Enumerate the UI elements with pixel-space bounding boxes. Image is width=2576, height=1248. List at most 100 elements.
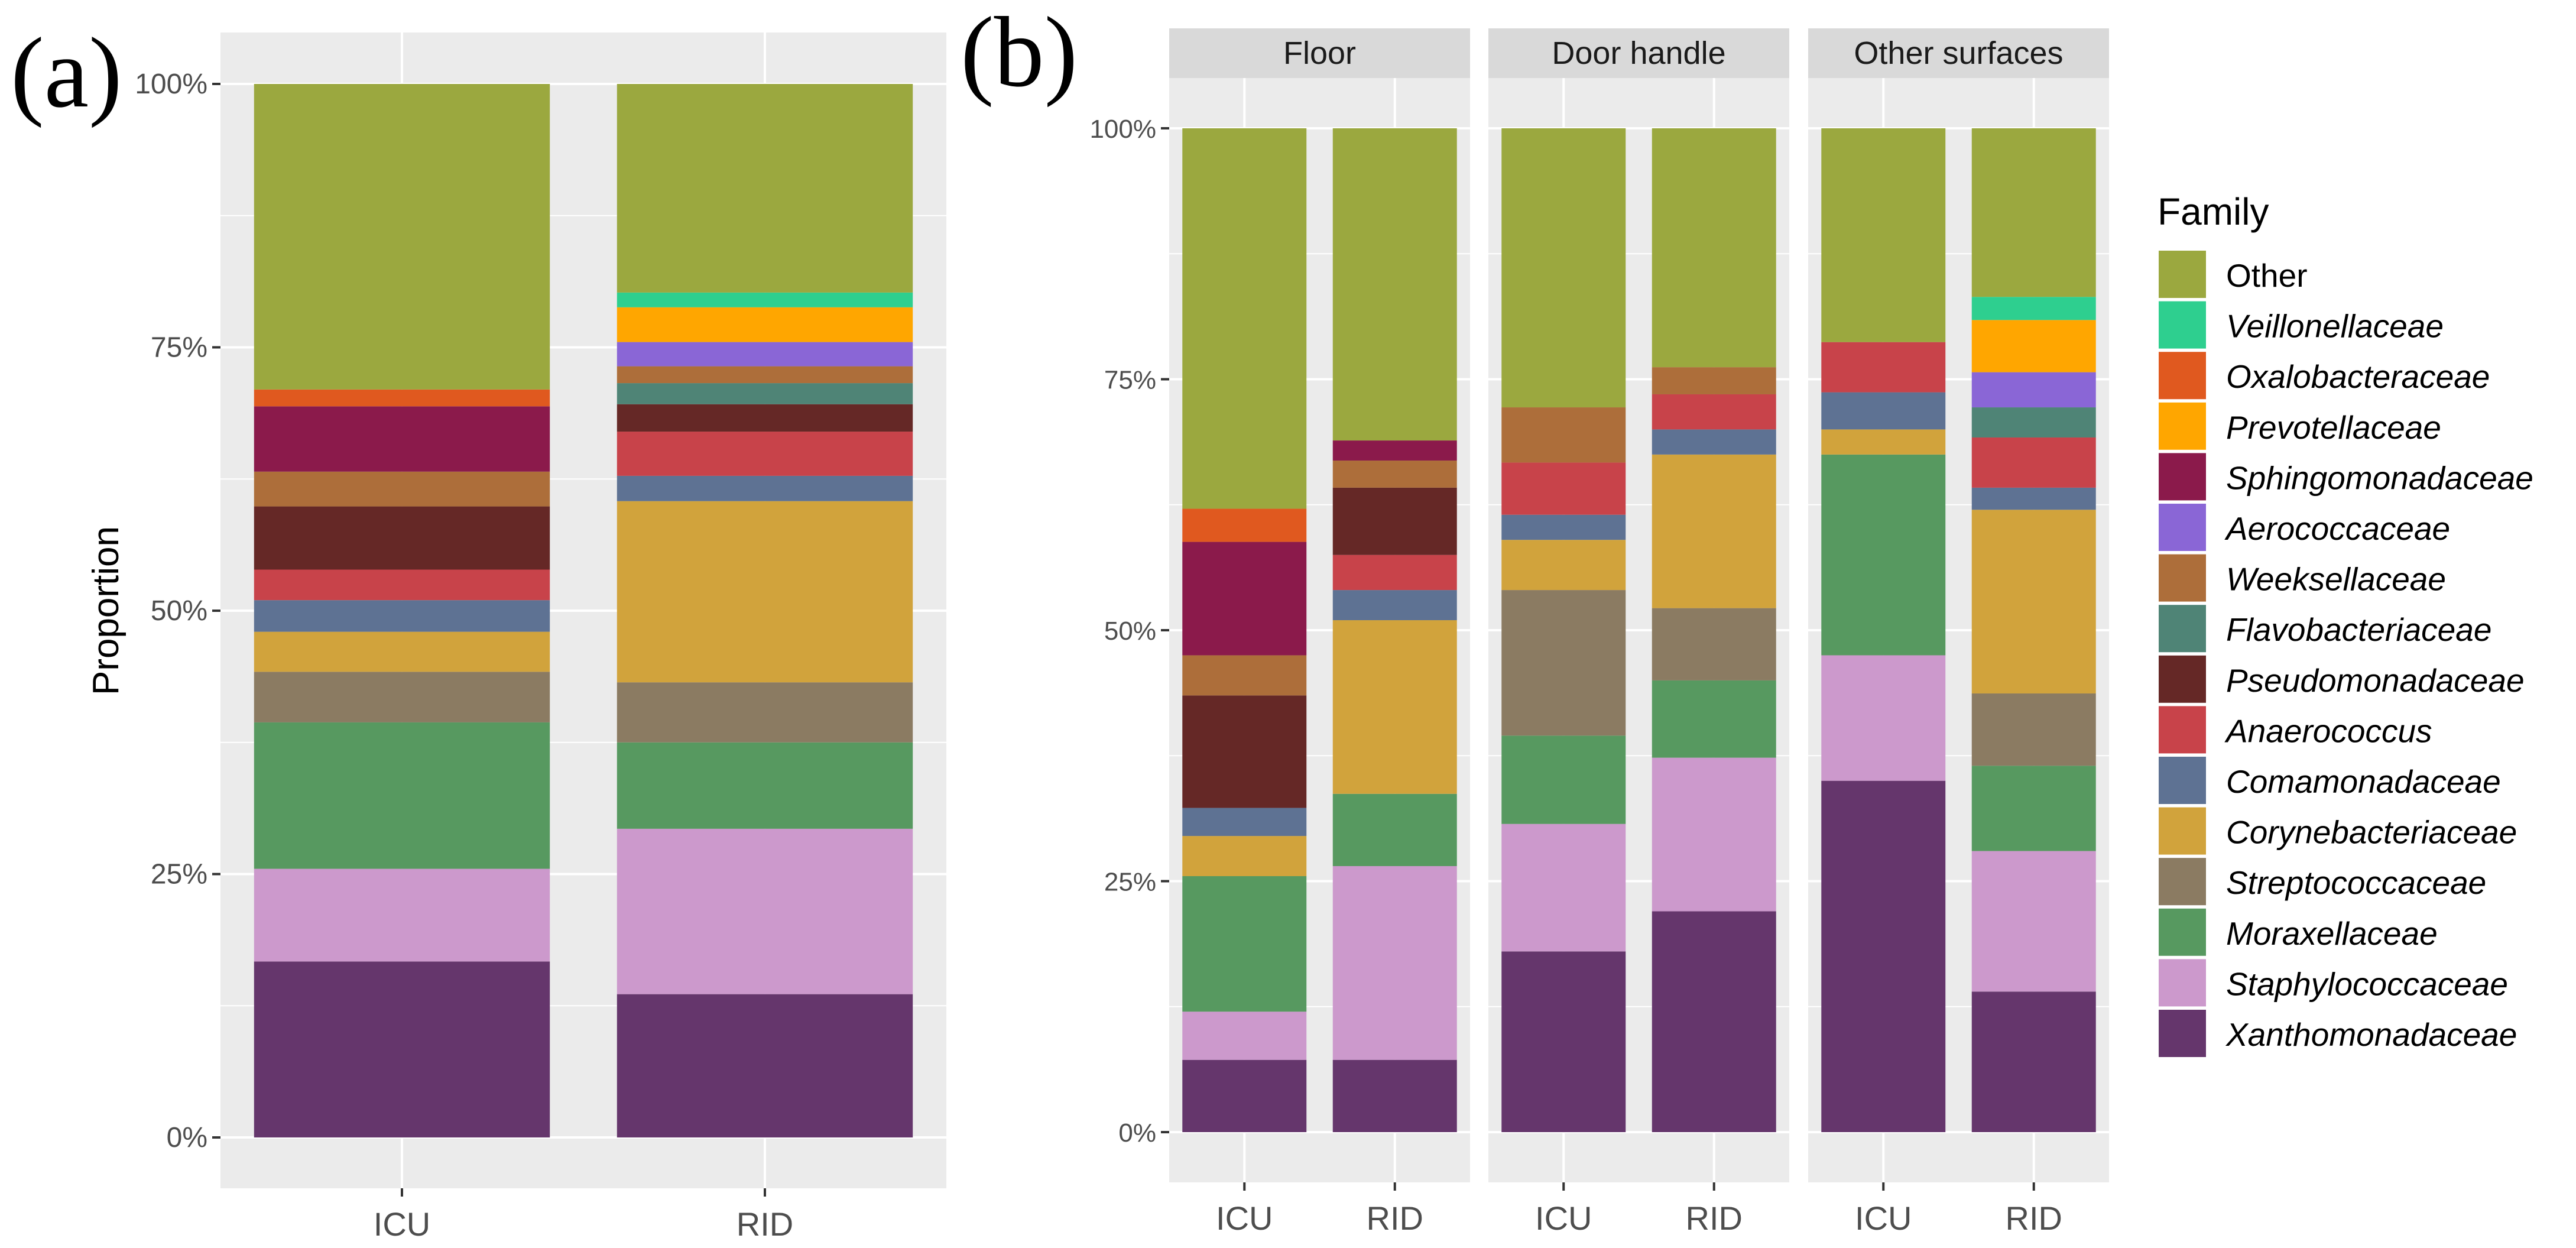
legend-item-staphylococcaceae-label: Staphylococcaceae	[2226, 965, 2508, 1002]
chart-b-facet-other-surfaces: Other surfaces ICU RID	[1808, 28, 2109, 1237]
legend-item-other-swatch	[2159, 251, 2206, 298]
chart-b-facet-other-surfaces-bar-rid-moraxellaceae	[1971, 766, 2096, 851]
chart-b-facet-floor-bar-rid-staphylococcaceae	[1332, 866, 1457, 1060]
chart-b: Floor ICU RID 0% 25% 50% 75% 100% Door handle ICU…	[1089, 28, 2109, 1237]
legend-item-prevotellaceae: Prevotellaceae	[2159, 402, 2441, 450]
chart-a-bar-rid-moraxellaceae	[617, 742, 913, 829]
chart-b-facet-other-surfaces-bar-rid-staphylococcaceae	[1971, 851, 2096, 992]
legend-item-prevotellaceae-label: Prevotellaceae	[2226, 409, 2441, 446]
chart-b-facet-floor-bar-rid-other	[1332, 128, 1457, 441]
chart-b-facet-door-handle-bar-icu-moraxellaceae	[1501, 735, 1626, 824]
chart-b-facet-other-surfaces-bar-rid-aerococcaceae	[1971, 372, 2096, 408]
chart-b-facet-door-handle-bar-rid-corynebacteriaceae	[1652, 454, 1776, 608]
chart-b-facet-floor-y-tick-label: 25%	[1104, 868, 1156, 897]
chart-b-facet-door-handle: Door handle ICU RID	[1488, 28, 1789, 1237]
chart-b-facet-floor-bar-icu-weeksellaceae	[1182, 655, 1307, 696]
chart-b-facet-other-surfaces-bar-rid-anaerococcus	[1971, 437, 2096, 488]
chart-b-facet-door-handle-bar-icu-xanthomonadaceae	[1501, 951, 1626, 1132]
chart-b-facet-door-handle-bar-rid-anaerococcus	[1652, 394, 1776, 430]
legend-item-moraxellaceae-label: Moraxellaceae	[2226, 915, 2438, 952]
chart-a-x-tick-label: RID	[737, 1205, 793, 1243]
chart-a-y-tick-label: 25%	[151, 859, 207, 890]
legend-item-weeksellaceae-swatch	[2159, 554, 2206, 602]
chart-a-bar-rid-anaerococcus	[617, 432, 913, 476]
chart-b-facet-floor-bar-icu-pseudomonadaceae	[1182, 695, 1307, 808]
legend-item-other: Other	[2159, 251, 2308, 298]
chart-b-facet-floor-bar-rid-corynebacteriaceae	[1332, 620, 1457, 794]
legend-item-other-label: Other	[2226, 257, 2308, 294]
chart-b-facet-door-handle-bar-icu-corynebacteriaceae	[1501, 540, 1626, 591]
chart-b-facet-other-surfaces-bar-icu-xanthomonadaceae	[1821, 780, 1946, 1132]
legend-item-weeksellaceae: Weeksellaceae	[2159, 554, 2446, 602]
legend-item-streptococcaceae: Streptococcaceae	[2159, 858, 2486, 906]
legend-item-oxalobacteraceae-label: Oxalobacteraceae	[2226, 358, 2490, 395]
legend-item-aerococcaceae-swatch	[2159, 504, 2206, 551]
legend-item-moraxellaceae-swatch	[2159, 908, 2206, 956]
chart-a-y-tick-label: 75%	[151, 332, 207, 364]
chart-b-facet-floor-bar-rid-sphingomonadaceae	[1332, 440, 1457, 461]
chart-b-facet-door-handle-bar-icu-comamonadaceae	[1501, 514, 1626, 540]
chart-b-facet-floor-bar-rid-pseudomonadaceae	[1332, 487, 1457, 555]
legend-item-pseudomonadaceae-swatch	[2159, 655, 2206, 703]
legend-item-sphingomonadaceae-swatch	[2159, 453, 2206, 501]
legend-item-staphylococcaceae: Staphylococcaceae	[2159, 959, 2508, 1007]
chart-b-facet-floor-strip-label: Floor	[1283, 35, 1356, 71]
chart-a-bar-icu-sphingomonadaceae	[254, 406, 550, 472]
chart-b-facet-floor-bar-icu-xanthomonadaceae	[1182, 1059, 1307, 1132]
legend-item-flavobacteriaceae-swatch	[2159, 605, 2206, 653]
chart-a-bar-rid-staphylococcaceae	[617, 828, 913, 994]
legend-item-xanthomonadaceae: Xanthomonadaceae	[2159, 1010, 2517, 1057]
chart-b-facet-door-handle-bar-rid-streptococcaceae	[1652, 608, 1776, 680]
legend-item-aerococcaceae: Aerococcaceae	[2159, 504, 2450, 551]
legend-item-comamonadaceae-label: Comamonadaceae	[2226, 763, 2501, 800]
chart-b-facet-other-surfaces-bar-icu-corynebacteriaceae	[1821, 429, 1946, 455]
chart-b-facet-door-handle-bar-rid-moraxellaceae	[1652, 680, 1776, 758]
chart-a-bar-rid-xanthomonadaceae	[617, 994, 913, 1137]
chart-b-facet-floor-bar-rid-anaerococcus	[1332, 555, 1457, 591]
chart-b-facet-other-surfaces-bar-rid-flavobacteriaceae	[1971, 407, 2096, 437]
chart-a-bar-rid-other	[617, 84, 913, 293]
chart-b-facet-floor-strip	[1169, 28, 1470, 78]
chart-a-bar-icu-weeksellaceae	[254, 471, 550, 507]
legend-item-flavobacteriaceae-label: Flavobacteriaceae	[2226, 611, 2491, 648]
legend-item-corynebacteriaceae: Corynebacteriaceae	[2159, 807, 2517, 855]
chart-a-bar-icu-anaerococcus	[254, 569, 550, 601]
legend-item-corynebacteriaceae-label: Corynebacteriaceae	[2226, 814, 2517, 851]
chart-b-facet-other-surfaces-bar-icu-anaerococcus	[1821, 342, 1946, 393]
chart-a-bar-icu-pseudomonadaceae	[254, 506, 550, 570]
legend-item-corynebacteriaceae-swatch	[2159, 807, 2206, 855]
legend-item-streptococcaceae-label: Streptococcaceae	[2226, 864, 2486, 901]
chart-a-bar-rid-corynebacteriaceae	[617, 501, 913, 683]
legend-item-flavobacteriaceae: Flavobacteriaceae	[2159, 605, 2491, 653]
chart-a-bar-rid-veillonellaceae	[617, 292, 913, 307]
legend-item-streptococcaceae-swatch	[2159, 858, 2206, 906]
chart-b-facet-floor-y-tick-label: 50%	[1104, 617, 1156, 646]
chart-b-facet-floor-bar-rid-xanthomonadaceae	[1332, 1059, 1457, 1132]
chart-b-facet-other-surfaces-x-tick-label: RID	[2006, 1200, 2062, 1237]
chart-a-bar-icu-oxalobacteraceae	[254, 389, 550, 407]
legend-item-pseudomonadaceae-label: Pseudomonadaceae	[2226, 662, 2525, 699]
chart-b-facet-floor-x-tick-label: ICU	[1216, 1200, 1273, 1237]
chart-a: ICU RID 0% 25% 50% 75% 100% Proportion	[86, 33, 946, 1243]
legend-item-sphingomonadaceae: Sphingomonadaceae	[2159, 453, 2533, 501]
chart-b-facet-floor-bar-icu-corynebacteriaceae	[1182, 836, 1307, 877]
chart-b-facet-floor-y-tick-label: 75%	[1104, 366, 1156, 395]
chart-a-bar-icu-moraxellaceae	[254, 722, 550, 869]
chart-b-facet-door-handle-strip-label: Door handle	[1552, 35, 1725, 71]
chart-b-facet-other-surfaces-bar-icu-staphylococcaceae	[1821, 655, 1946, 781]
chart-b-facet-door-handle-strip	[1488, 28, 1789, 78]
chart-b-facet-floor-bar-icu-moraxellaceae	[1182, 876, 1307, 1012]
chart-b-facet-other-surfaces-bar-rid-prevotellaceae	[1971, 320, 2096, 372]
chart-b-facet-other-surfaces-strip-label: Other surfaces	[1854, 35, 2063, 71]
legend-item-prevotellaceae-swatch	[2159, 402, 2206, 450]
chart-a-bar-rid-pseudomonadaceae	[617, 404, 913, 432]
chart-b-facet-door-handle-x-tick-label: ICU	[1535, 1200, 1592, 1237]
chart-b-facet-floor-bar-rid-moraxellaceae	[1332, 793, 1457, 867]
legend-item-oxalobacteraceae-swatch	[2159, 352, 2206, 400]
chart-a-x-tick-label: ICU	[374, 1205, 430, 1243]
chart-a-bar-rid-prevotellaceae	[617, 307, 913, 342]
chart-a-bar-icu-xanthomonadaceae	[254, 961, 550, 1137]
chart-a-bar-icu-corynebacteriaceae	[254, 631, 550, 672]
chart-b-facet-other-surfaces-bar-rid-xanthomonadaceae	[1971, 991, 2096, 1132]
